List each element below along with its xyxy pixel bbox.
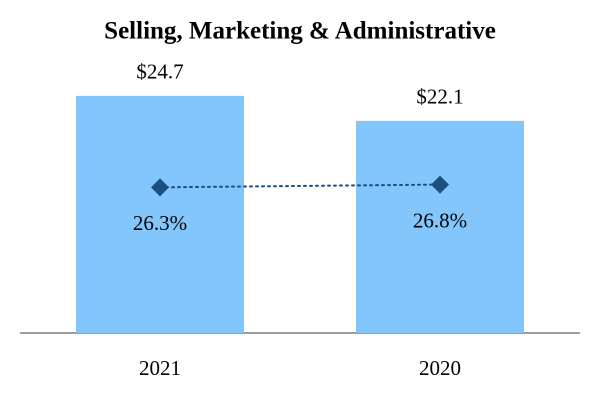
diamond-marker <box>431 175 449 194</box>
value-label: $22.1 <box>416 85 463 109</box>
bar <box>356 120 524 333</box>
value-label: $24.7 <box>136 60 183 84</box>
diamond-marker <box>151 178 169 197</box>
x-tick-label: 2020 <box>419 356 461 380</box>
connector-line <box>159 183 441 189</box>
percent-label: 26.3% <box>133 211 187 235</box>
chart-title: Selling, Marketing & Administrative <box>104 18 496 45</box>
percent-label: 26.8% <box>413 208 467 232</box>
bar <box>76 95 244 333</box>
x-tick-label: 2021 <box>139 356 181 380</box>
